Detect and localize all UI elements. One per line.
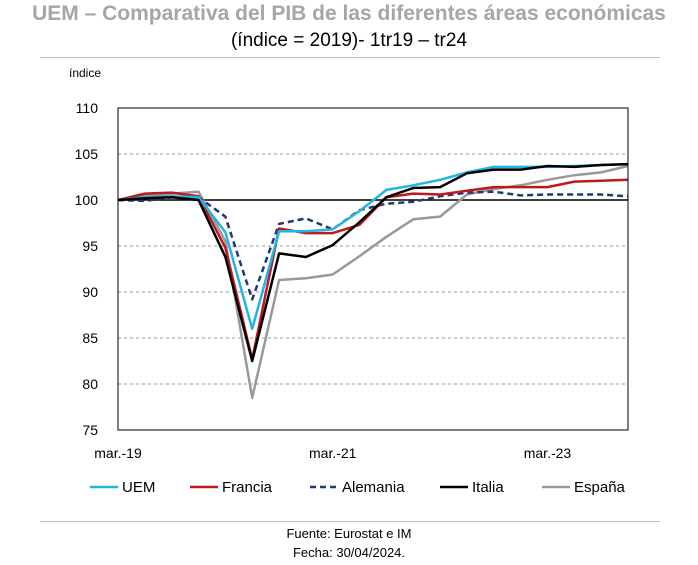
line-chart: 75 80 85 90 95 100 105 110 mar.-19 mar.-21 mar.-2… <box>75 100 629 496</box>
top-divider <box>40 57 660 58</box>
x-tick-label: mar.-19 <box>94 445 142 461</box>
y-tick-label: 90 <box>82 284 98 300</box>
y-tick-label: 110 <box>76 100 99 116</box>
plot-frame <box>117 107 629 431</box>
x-tick-label: mar.-21 <box>309 445 357 461</box>
x-tick-label: mar.-23 <box>524 445 572 461</box>
chart-title: UEM – Comparativa del PIB de las diferen… <box>32 2 666 25</box>
bottom-divider <box>40 521 660 522</box>
series-lines <box>117 162 629 400</box>
legend: UEM Francia Alemania Italia España <box>90 479 626 496</box>
legend-label-españa: España <box>574 479 626 496</box>
source-note: Fuente: Eurostat e IM <box>286 526 412 541</box>
legend-label-alemania: Alemania <box>342 479 405 496</box>
chart-subtitle: (índice = 2019)- 1tr19 – tr24 <box>230 30 468 51</box>
x-tick-labels: mar.-19 mar.-21 mar.-23 <box>94 445 571 461</box>
y-axis-label: índice <box>69 66 102 80</box>
date-note: Fecha: 30/04/2024. <box>292 545 406 560</box>
series-line-españa <box>117 164 629 400</box>
legend-label-uem: UEM <box>122 479 155 496</box>
legend-label-francia: Francia <box>222 479 273 496</box>
series-line-italia <box>117 162 629 363</box>
series-line-alemania <box>117 190 629 301</box>
y-tick-labels: 75 80 85 90 95 100 105 110 <box>75 100 99 438</box>
y-tick-label: 105 <box>75 146 99 162</box>
legend-label-italia: Italia <box>472 479 504 496</box>
y-tick-label: 100 <box>75 192 99 208</box>
y-tick-label: 85 <box>82 330 98 346</box>
y-tick-label: 95 <box>82 238 98 254</box>
gridlines <box>118 153 628 385</box>
y-tick-label: 75 <box>82 422 98 438</box>
y-tick-label: 80 <box>82 376 98 392</box>
